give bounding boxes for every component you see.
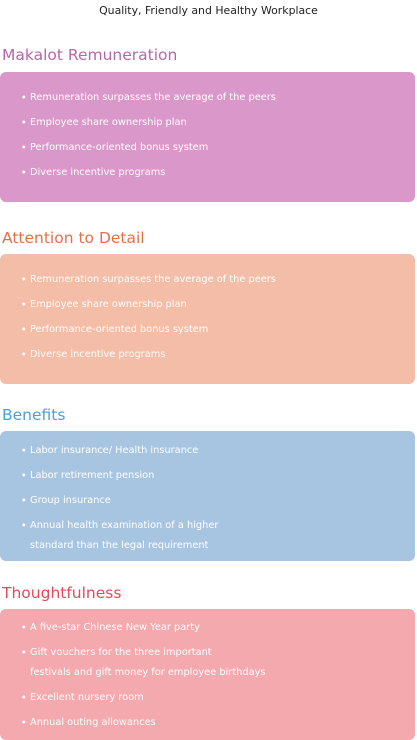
section-heading-attention-to-detail: Attention to Detail bbox=[2, 229, 145, 247]
bullet-icon: ・ bbox=[17, 140, 31, 156]
list-item: ・ Employee share ownership plan bbox=[17, 113, 415, 133]
attention-to-detail-list: ・ Remuneration surpasses the average of t… bbox=[17, 270, 415, 365]
list-item: ・ Diverse incentive programs bbox=[17, 345, 415, 365]
bullet-icon: ・ bbox=[17, 297, 31, 313]
thoughtfulness-list: ・ A five-star Chinese New Year party ・ Gif… bbox=[17, 618, 415, 733]
item-text: Employee share ownership plan bbox=[30, 117, 187, 128]
item-text: Employee share ownership plan bbox=[30, 299, 187, 310]
item-text: Performance-oriented bonus system bbox=[30, 142, 209, 153]
item-text: Remuneration surpasses the average of th… bbox=[30, 274, 276, 285]
page-title: Quality, Friendly and Healthy Workplace bbox=[99, 4, 318, 17]
remuneration-card: ・ Remuneration surpasses the average of t… bbox=[0, 72, 415, 202]
list-item: ・ Annual health examination of a higher st… bbox=[17, 516, 415, 556]
item-text: Performance-oriented bonus system bbox=[30, 324, 209, 335]
list-item: ・ Labor insurance/ Health insurance bbox=[17, 441, 415, 461]
item-text: Diverse incentive programs bbox=[30, 349, 166, 360]
list-item: ・ A five-star Chinese New Year party bbox=[17, 618, 415, 638]
bullet-icon: ・ bbox=[17, 115, 31, 131]
list-item: ・ Diverse incentive programs bbox=[17, 163, 415, 183]
item-text: Excellent nursery room bbox=[30, 692, 144, 703]
bullet-icon: ・ bbox=[17, 620, 31, 636]
thoughtfulness-card: ・ A five-star Chinese New Year party ・ Gif… bbox=[0, 609, 415, 740]
bullet-icon: ・ bbox=[17, 518, 31, 534]
list-item: ・ Performance-oriented bonus system bbox=[17, 320, 415, 340]
benefits-card: ・ Labor insurance/ Health insurance ・ Labo… bbox=[0, 431, 415, 561]
bullet-icon: ・ bbox=[17, 715, 31, 731]
benefits-list: ・ Labor insurance/ Health insurance ・ Labo… bbox=[17, 441, 415, 556]
item-text: Annual outing allowances bbox=[30, 717, 156, 728]
bullet-icon: ・ bbox=[17, 347, 31, 363]
bullet-icon: ・ bbox=[17, 443, 31, 459]
bullet-icon: ・ bbox=[17, 468, 31, 484]
item-text: Labor insurance/ Health insurance bbox=[30, 445, 199, 456]
attention-to-detail-card: ・ Remuneration surpasses the average of t… bbox=[0, 254, 415, 384]
item-text-line: Annual health examination of a higher bbox=[30, 520, 219, 531]
list-item: ・ Gift vouchers for the three important fe… bbox=[17, 643, 415, 683]
list-item: ・ Remuneration surpasses the average of t… bbox=[17, 88, 415, 108]
item-text-line: standard than the legal requirement bbox=[30, 540, 209, 551]
item-text: Remuneration surpasses the average of th… bbox=[30, 92, 276, 103]
item-text: Diverse incentive programs bbox=[30, 167, 166, 178]
bullet-icon: ・ bbox=[17, 322, 31, 338]
item-text: A five-star Chinese New Year party bbox=[30, 622, 200, 633]
item-text: Labor retirement pension bbox=[30, 470, 155, 481]
bullet-icon: ・ bbox=[17, 272, 31, 288]
remuneration-list: ・ Remuneration surpasses the average of t… bbox=[17, 88, 415, 183]
list-item: ・ Performance-oriented bonus system bbox=[17, 138, 415, 158]
section-heading-remuneration: Makalot Remuneration bbox=[2, 46, 178, 64]
bullet-icon: ・ bbox=[17, 90, 31, 106]
bullet-icon: ・ bbox=[17, 645, 31, 661]
list-item: ・ Annual outing allowances bbox=[17, 713, 415, 733]
bullet-icon: ・ bbox=[17, 165, 31, 181]
item-text-line: festivals and gift money for employee bi… bbox=[30, 667, 266, 678]
section-heading-benefits: Benefits bbox=[2, 406, 66, 424]
list-item: ・ Employee share ownership plan bbox=[17, 295, 415, 315]
section-heading-thoughtfulness: Thoughtfulness bbox=[2, 584, 122, 602]
list-item: ・ Excellent nursery room bbox=[17, 688, 415, 708]
bullet-icon: ・ bbox=[17, 493, 31, 509]
list-item: ・ Group insurance bbox=[17, 491, 415, 511]
list-item: ・ Labor retirement pension bbox=[17, 466, 415, 486]
item-text-line: Gift vouchers for the three important bbox=[30, 647, 212, 658]
item-text: Group insurance bbox=[30, 495, 111, 506]
bullet-icon: ・ bbox=[17, 690, 31, 706]
list-item: ・ Remuneration surpasses the average of t… bbox=[17, 270, 415, 290]
